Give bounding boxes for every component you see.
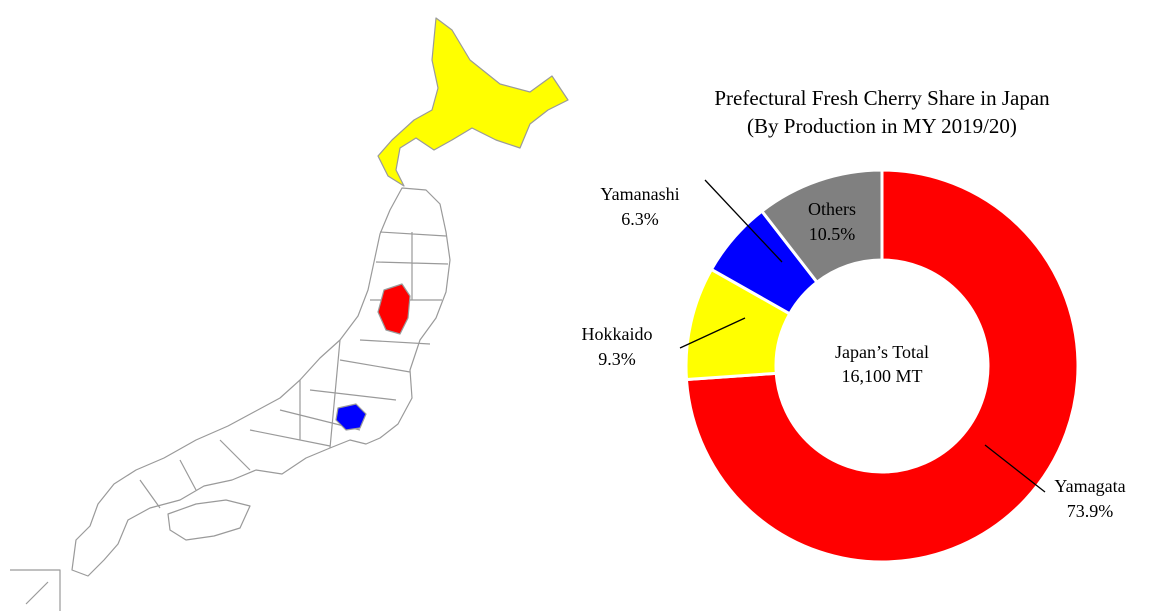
- data-label: 73.9%: [1067, 501, 1114, 521]
- category-label: Yamagata: [1054, 476, 1125, 496]
- yamagata: [377, 283, 411, 335]
- pie-slice: [684, 168, 1080, 564]
- shikoku: [167, 499, 251, 541]
- category-label: Yamanashi: [600, 184, 679, 204]
- category-label: Others: [808, 199, 856, 219]
- japan-map: [10, 17, 569, 611]
- data-label: 10.5%: [809, 224, 856, 244]
- leader-line: [704, 179, 783, 263]
- chart-subtitle: (By Production in MY 2019/20): [747, 114, 1017, 138]
- hokkaido: [377, 17, 569, 187]
- data-label: 6.3%: [621, 209, 659, 229]
- chart-title: Prefectural Fresh Cherry Share in Japan: [714, 86, 1050, 110]
- center-label: 16,100 MT: [842, 366, 923, 386]
- okinawa: [25, 581, 49, 605]
- yamanashi: [335, 403, 367, 431]
- pie-slice: [759, 168, 884, 285]
- category-label: Hokkaido: [582, 324, 653, 344]
- inset-frame: [10, 569, 61, 611]
- leader-line: [984, 444, 1046, 493]
- honshu: [71, 187, 451, 577]
- leader-line: [679, 317, 746, 349]
- data-label: 9.3%: [598, 349, 636, 369]
- center-label: Japan’s Total: [835, 342, 929, 362]
